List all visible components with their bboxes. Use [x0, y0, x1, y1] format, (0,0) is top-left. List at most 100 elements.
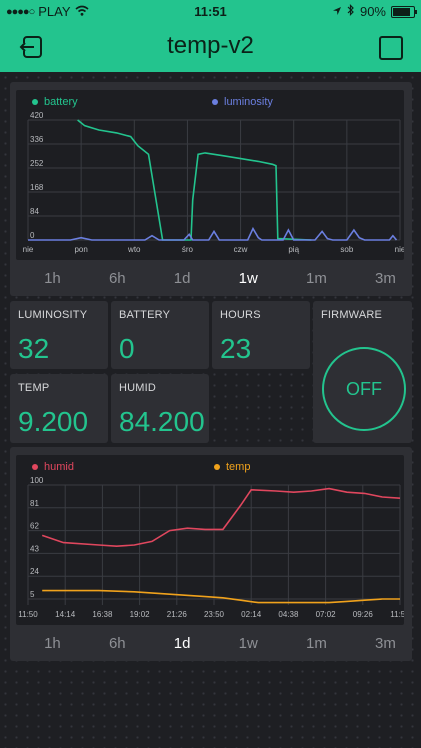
status-left: ●●●●○ PLAY — [6, 4, 89, 19]
y-tick-label: 5 — [30, 590, 35, 599]
chart-humid-temp[interactable]: 5 24 43 62 81 100 11:50 14:14 16:38 19:02 21:26 23:… — [16, 455, 404, 625]
x-tick-label: 14:14 — [55, 610, 76, 619]
graph-panel: humid temp 5 24 43 62 81 100 11:50 14:14 16:38 19… — [16, 455, 404, 625]
humid-label: HUMID — [119, 382, 157, 394]
exit-icon — [19, 36, 42, 58]
x-tick-label: pon — [74, 245, 87, 254]
legend-label: humid — [44, 461, 74, 473]
square-icon[interactable] — [379, 36, 403, 60]
y-tick-label: 84 — [30, 207, 39, 216]
dashboard-canvas: battery luminosity 0 84 168 252 336 420 nie pon… — [0, 72, 421, 748]
x-tick-label: pią — [288, 245, 299, 254]
value-display-battery: BATTERY 0 — [111, 301, 209, 369]
luminosity-value: 32 — [18, 333, 50, 364]
exit-button[interactable] — [18, 34, 44, 60]
period-1m[interactable]: 1m — [306, 270, 327, 287]
period-1h[interactable]: 1h — [44, 270, 61, 287]
x-tick-label: śro — [182, 245, 194, 254]
x-tick-label: nie — [23, 245, 34, 254]
period-1w[interactable]: 1w — [238, 270, 258, 287]
battery-percent: 90% — [359, 4, 386, 19]
status-bar: ●●●●○ PLAY 11:51 90% — [0, 0, 421, 22]
button-firmware: FIRMWARE OFF — [313, 301, 412, 443]
status-time: 11:51 — [194, 4, 227, 19]
x-tick-label: 21:26 — [167, 610, 188, 619]
value-display-hours: HOURS 23 — [212, 301, 310, 369]
x-tick-label: 04:38 — [278, 610, 299, 619]
signal-icon: ●●●●○ — [6, 5, 35, 18]
y-tick-label: 24 — [30, 567, 39, 576]
x-tick-label: 07:02 — [316, 610, 337, 619]
x-tick-label: wto — [127, 245, 141, 254]
legend-label: luminosity — [224, 96, 273, 108]
legend-item-luminosity: luminosity — [212, 96, 273, 108]
x-tick-label: 02:14 — [241, 610, 262, 619]
x-tick-label: 23:50 — [204, 610, 225, 619]
x-tick-label: 16:38 — [92, 610, 113, 619]
y-tick-label: 43 — [30, 544, 39, 553]
luminosity-label: LUMINOSITY — [18, 309, 88, 321]
graph-panel: battery luminosity 0 84 168 252 336 420 nie pon… — [16, 90, 404, 260]
period-1m[interactable]: 1m — [306, 635, 327, 652]
value-display-temp: TEMP 9.200 — [10, 374, 108, 443]
y-tick-label: 0 — [30, 231, 35, 240]
firmware-toggle-button[interactable]: OFF — [322, 347, 406, 431]
value-display-humid: HUMID 84.200 — [111, 374, 209, 443]
firmware-label: FIRMWARE — [321, 309, 383, 321]
status-right: 90% — [332, 4, 417, 19]
period-selector: 1h 6h 1d 1w 1m 3m — [20, 635, 420, 652]
bluetooth-icon — [347, 4, 355, 19]
location-arrow-icon — [332, 4, 342, 19]
period-3m[interactable]: 3m — [375, 270, 396, 287]
period-1d[interactable]: 1d — [173, 635, 191, 652]
x-tick-label: czw — [234, 245, 248, 254]
period-1d[interactable]: 1d — [173, 270, 191, 287]
carrier-label: PLAY — [38, 4, 71, 19]
period-1w[interactable]: 1w — [238, 635, 258, 652]
y-tick-label: 336 — [30, 135, 44, 144]
legend-item-temp: temp — [214, 461, 250, 473]
battery-icon — [391, 5, 417, 18]
legend-label: battery — [44, 96, 78, 108]
y-tick-label: 62 — [30, 522, 39, 531]
legend-item-humid: humid — [32, 461, 74, 473]
period-6h[interactable]: 6h — [108, 270, 126, 287]
hours-value: 23 — [220, 333, 252, 364]
y-tick-label: 252 — [30, 159, 44, 168]
legend-dot — [212, 99, 218, 105]
wifi-icon — [75, 4, 89, 19]
series-line-humid — [41, 487, 401, 548]
legend-dot — [214, 464, 220, 470]
x-tick-label: nie — [395, 245, 404, 254]
x-tick-label: 19:02 — [130, 610, 151, 619]
hours-label: HOURS — [220, 309, 261, 321]
legend-dot — [32, 99, 38, 105]
legend-label: temp — [226, 461, 251, 473]
y-tick-label: 81 — [30, 499, 39, 508]
x-tick-label: 09:26 — [353, 610, 374, 619]
period-3m[interactable]: 3m — [375, 635, 396, 652]
battery-value: 0 — [119, 333, 135, 364]
history-graph-battery: battery luminosity 0 84 168 252 336 420 nie pon… — [10, 82, 412, 296]
value-display-luminosity: LUMINOSITY 32 — [10, 301, 108, 369]
x-tick-label: sob — [340, 245, 353, 254]
battery-fill — [393, 7, 410, 16]
humid-value: 84.200 — [119, 406, 205, 437]
legend-dot — [32, 464, 38, 470]
period-selector: 1h 6h 1d 1w 1m 3m — [20, 270, 420, 287]
period-1h[interactable]: 1h — [44, 635, 61, 652]
y-tick-label: 100 — [30, 476, 44, 485]
legend-item-battery: battery — [32, 96, 78, 108]
series-line-temp — [42, 589, 400, 604]
series-line-battery — [77, 119, 312, 241]
temp-value: 9.200 — [18, 406, 89, 437]
series-line-luminosity — [28, 226, 398, 241]
x-tick-label: 11:50 — [18, 610, 38, 619]
period-6h[interactable]: 6h — [108, 635, 126, 652]
history-graph-humid-temp: humid temp 5 24 43 62 81 100 11:50 14:14 16:38 19… — [10, 447, 412, 661]
app-title: temp-v2 — [167, 32, 254, 59]
battery-label: BATTERY — [119, 309, 171, 321]
chart-battery-luminosity[interactable]: 0 84 168 252 336 420 nie pon wto śro czw pią sob nie — [16, 90, 404, 260]
app-bar: temp-v2 — [0, 22, 421, 72]
temp-label: TEMP — [18, 382, 50, 394]
